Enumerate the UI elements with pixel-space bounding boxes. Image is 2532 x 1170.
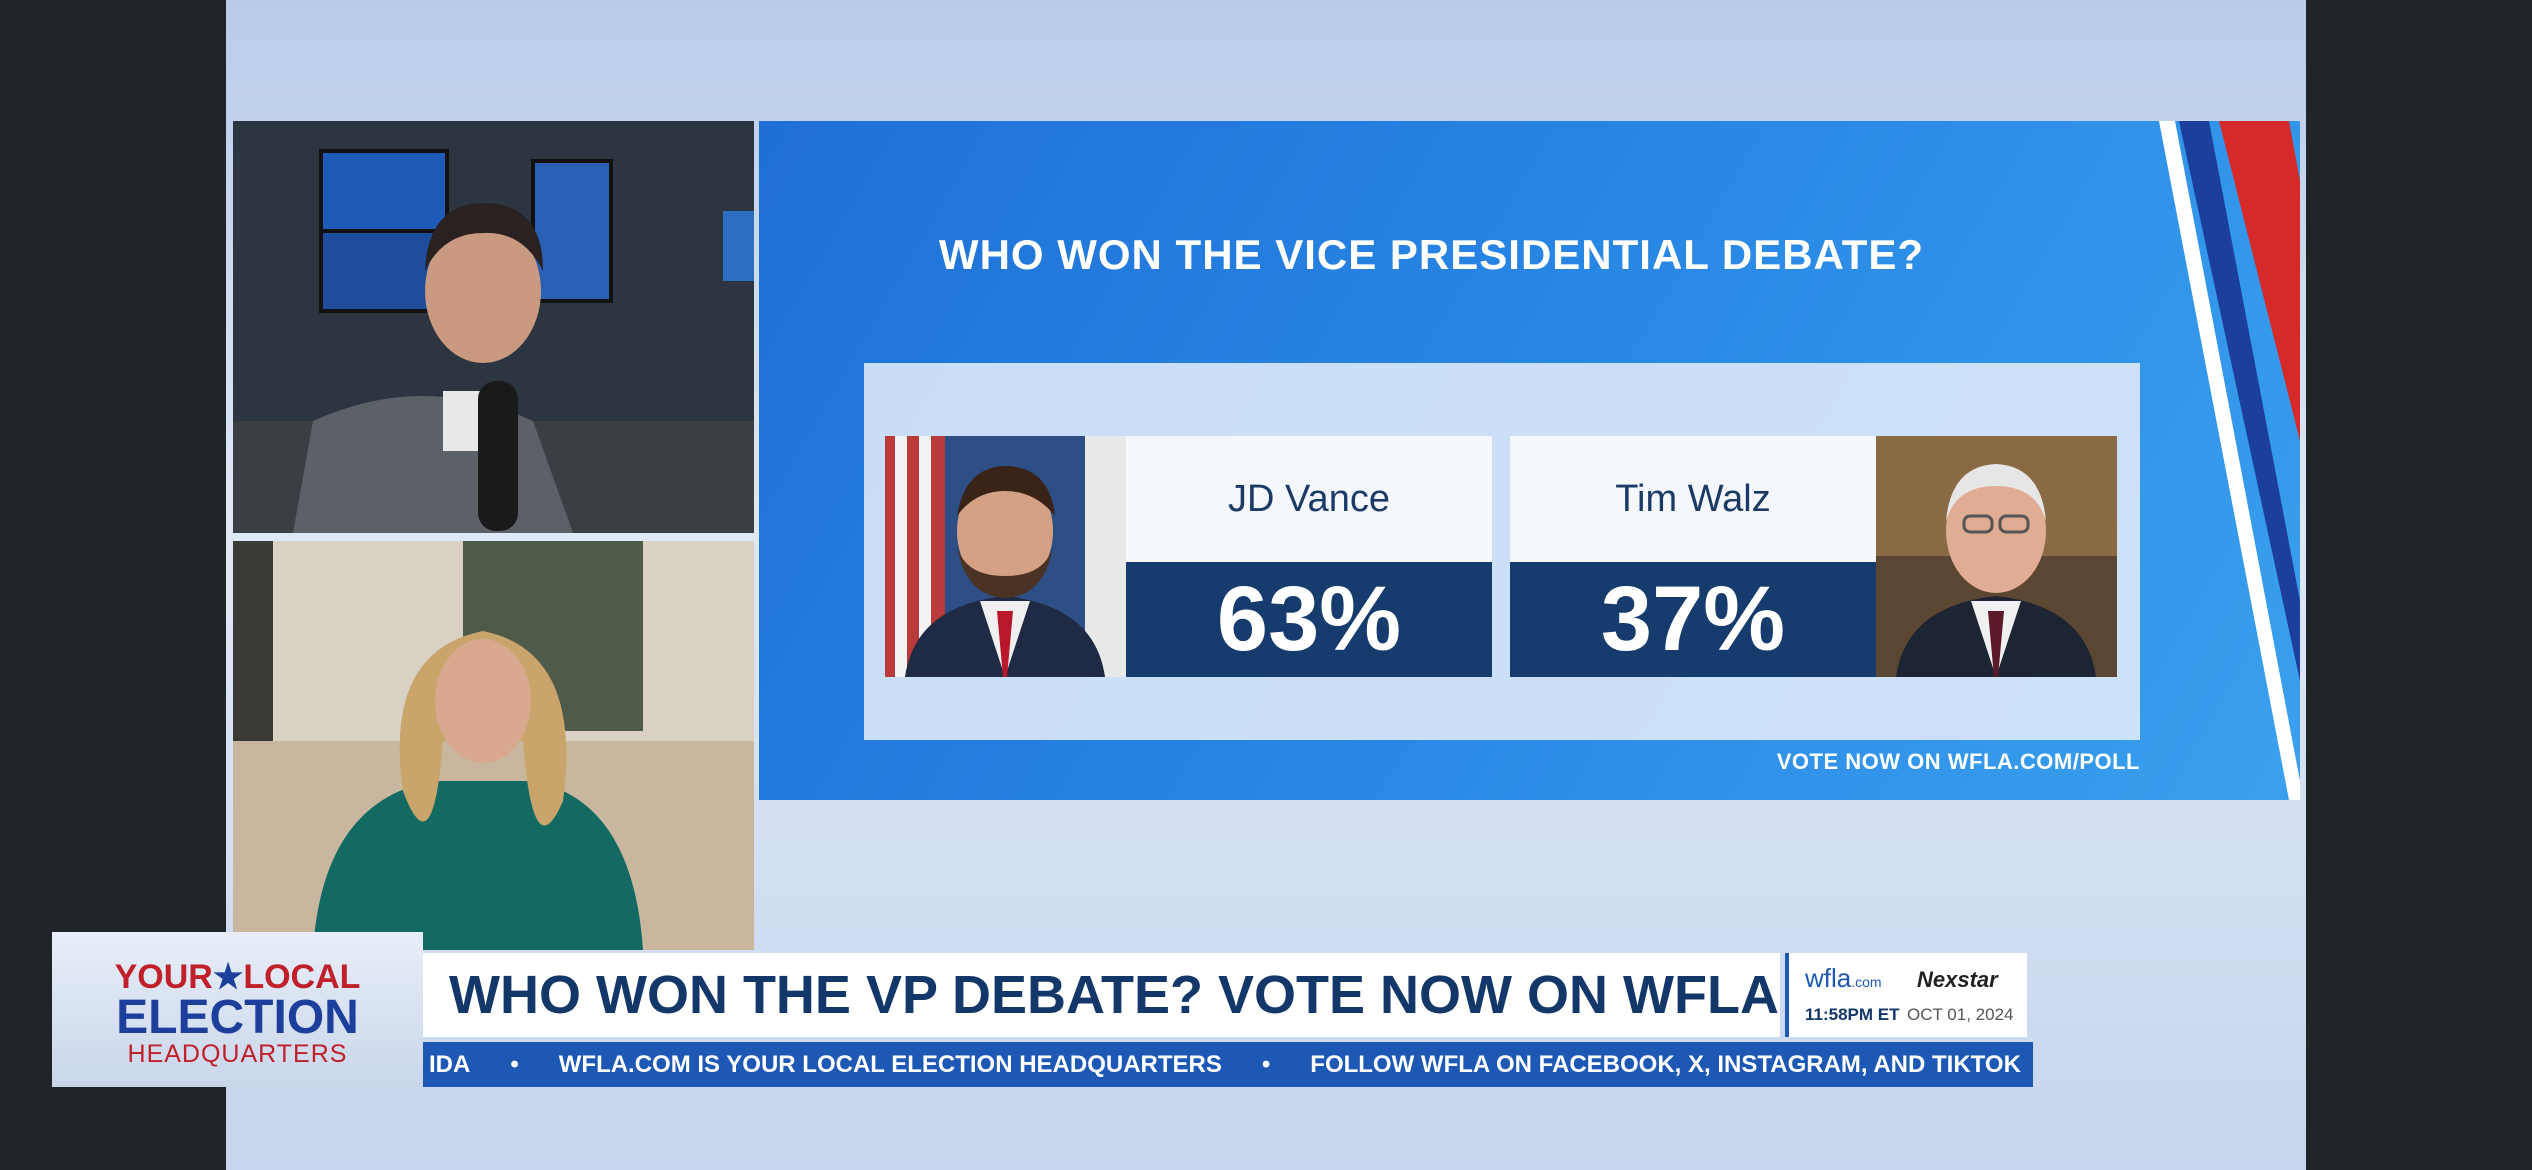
logo-word: HEADQUARTERS (127, 1040, 348, 1068)
candidate-photo (885, 436, 1126, 677)
logo-word: YOUR (114, 958, 213, 996)
station-logo: wfla.com (1805, 963, 1882, 994)
station-name: wfla (1805, 963, 1852, 993)
ticker-item: FOLLOW WFLA ON FACEBOOK, X, INSTAGRAM, A… (1310, 1050, 2021, 1078)
poll-graphic: WHO WON THE VICE PRESIDENTIAL DEBATE? JD… (759, 121, 2300, 800)
poll-title: WHO WON THE VICE PRESIDENTIAL DEBATE? (938, 231, 1925, 278)
network-logo: Nexstar (1917, 967, 1998, 992)
guest-feed (233, 541, 754, 950)
headline: WHO WON THE VP DEBATE? VOTE NOW ON WFLA.… (423, 953, 1780, 1037)
flag-stripes (2159, 121, 2300, 800)
candidate-photo (1876, 436, 2117, 677)
logo-line: YOUR★LOCAL (114, 958, 361, 996)
anchor-scene (233, 121, 754, 533)
guest-scene (233, 541, 754, 950)
news-ticker: IDA • WFLA.COM IS YOUR LOCAL ELECTION HEA… (423, 1042, 2033, 1087)
station-brand: wfla.com Nexstar 11:58PM ET OCT 01, 2024 (1785, 953, 2027, 1037)
ticker-item: IDA (429, 1050, 471, 1078)
station-suffix: .com (1851, 974, 1882, 990)
ticker-item: WFLA.COM IS YOUR LOCAL ELECTION HEADQUAR… (558, 1050, 1222, 1078)
candidate-name: JD Vance (1126, 436, 1492, 562)
time: 11:58PM ET (1805, 1005, 1900, 1024)
anchor-feed (233, 121, 754, 533)
election-logo: YOUR★LOCAL ELECTION HEADQUARTERS (52, 932, 423, 1087)
date: OCT 01, 2024 (1907, 1005, 2014, 1024)
logo-word: LOCAL (243, 958, 361, 996)
logo-word: ELECTION (116, 991, 359, 1044)
vance-portrait (885, 436, 1126, 677)
candidate-result: 63% (1126, 562, 1492, 677)
walz-portrait (1876, 436, 2117, 677)
poll-card: JD Vance 63% Tim Walz 37% (864, 363, 2140, 740)
candidate-name: Tim Walz (1510, 436, 1876, 562)
call-to-action: VOTE NOW ON WFLA.COM/POLL (1776, 749, 2140, 774)
candidate-result: 37% (1510, 562, 1876, 677)
